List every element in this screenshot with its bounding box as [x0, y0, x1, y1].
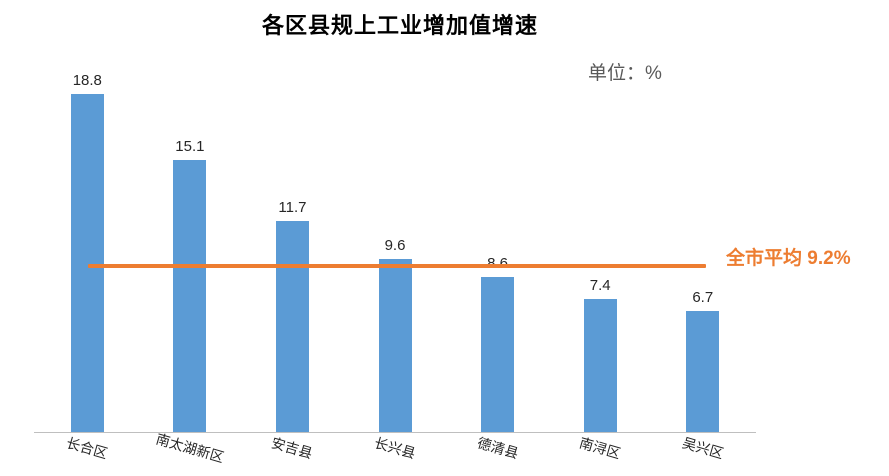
bar-value-label: 6.7	[692, 289, 714, 307]
bars-container: 18.8 15.1 11.7 9.6 8.6 7.4 6.7	[36, 50, 754, 432]
x-axis-label: 长合区	[64, 434, 110, 462]
x-axis-label: 长兴县	[372, 434, 418, 462]
bar-cell: 8.6	[446, 50, 549, 432]
bar	[686, 311, 720, 432]
chart-title: 各区县规上工业增加值增速	[261, 13, 538, 38]
bar-cell: 15.1	[139, 50, 242, 432]
bar-value-label: 9.6	[384, 237, 406, 255]
x-axis-label: 吴兴区	[680, 434, 726, 462]
average-line	[88, 264, 706, 269]
average-line-label: 全市平均 9.2%	[726, 248, 851, 269]
x-axis-label: 安吉县	[270, 434, 315, 462]
x-axis-label: 南浔区	[577, 434, 623, 462]
bar-cell: 6.7	[651, 50, 754, 432]
bar	[378, 259, 412, 432]
unit-label: 单位：%	[588, 63, 662, 84]
bar-cell: 9.6	[344, 50, 447, 432]
x-axis-labels: 长合区 南太湖新区 安吉县 长兴县 德清县 南浔区 吴兴区	[36, 430, 754, 466]
x-axis-label: 南太湖新区	[154, 430, 226, 466]
bar-cell: 11.7	[241, 50, 344, 432]
bar-value-label: 7.4	[589, 276, 611, 294]
bar-cell: 7.4	[549, 50, 652, 432]
bar	[173, 160, 207, 432]
bar	[583, 298, 617, 432]
bar-cell: 18.8	[36, 50, 139, 432]
bar	[481, 277, 515, 432]
bar-value-label: 18.8	[72, 71, 102, 89]
bar	[70, 93, 104, 432]
x-axis-label: 德清县	[475, 434, 520, 462]
bar-value-label: 11.7	[278, 199, 307, 217]
bar	[275, 221, 309, 432]
x-axis-line	[34, 432, 756, 433]
bar-value-label: 15.1	[175, 138, 205, 156]
